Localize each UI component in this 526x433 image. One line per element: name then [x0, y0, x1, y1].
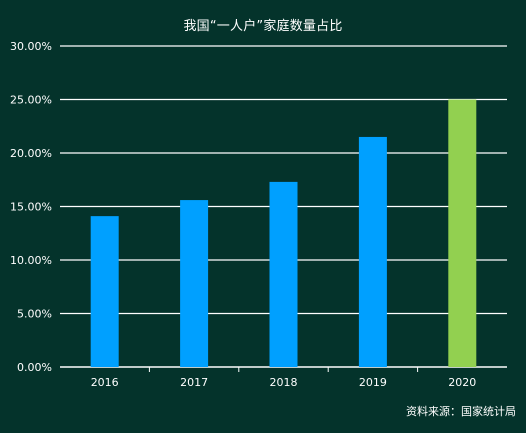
x-tick-label: 2020: [448, 376, 476, 389]
bar: [358, 136, 387, 367]
y-tick-label: 25.00%: [10, 94, 52, 107]
bar: [180, 200, 209, 367]
x-tick-label: 2019: [359, 376, 387, 389]
chart-title: 我国“一人户”家庭数量占比: [183, 19, 343, 34]
source-note: 资料来源：国家统计局: [406, 405, 516, 418]
y-tick-label: 0.00%: [17, 361, 52, 374]
x-tick-label: 2017: [180, 376, 208, 389]
bar: [448, 99, 477, 367]
y-tick-label: 10.00%: [10, 254, 52, 267]
y-tick-label: 20.00%: [10, 147, 52, 160]
y-tick-label: 15.00%: [10, 201, 52, 214]
x-tick-label: 2016: [91, 376, 119, 389]
bar: [269, 181, 298, 367]
y-tick-label: 5.00%: [17, 308, 52, 321]
bar: [90, 216, 119, 367]
x-tick-label: 2018: [270, 376, 298, 389]
y-tick-label: 30.00%: [10, 40, 52, 53]
